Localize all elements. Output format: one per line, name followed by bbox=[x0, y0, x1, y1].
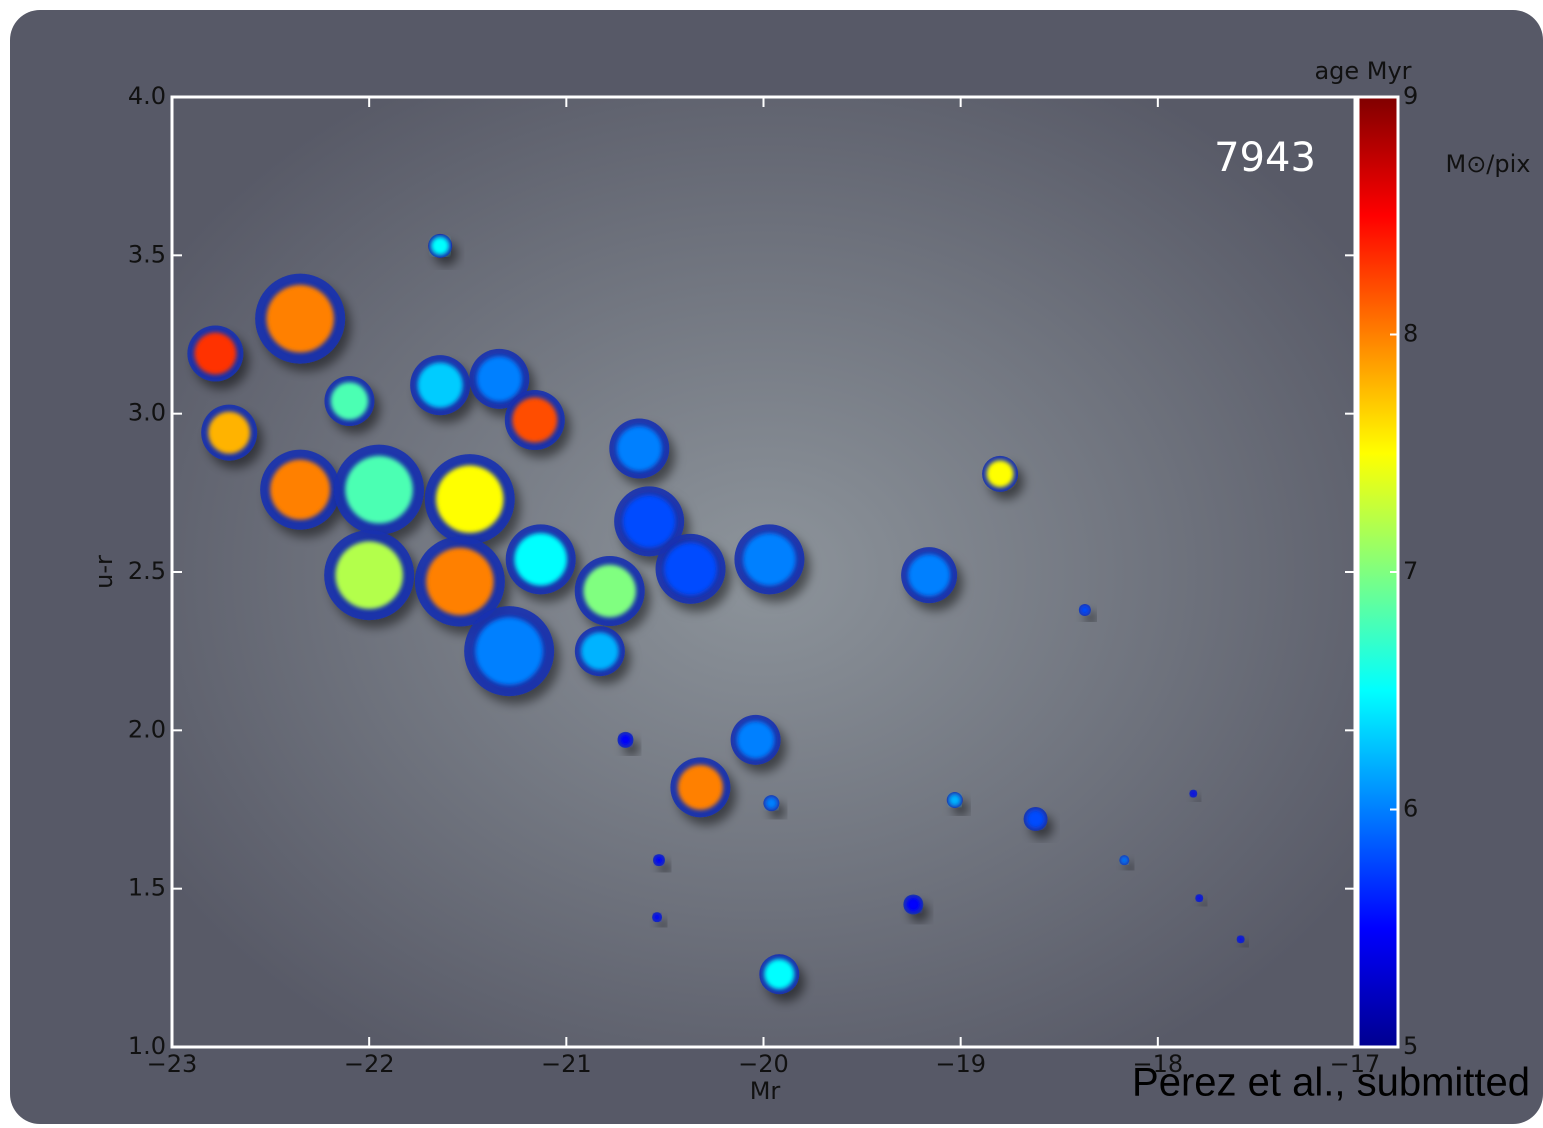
blob bbox=[1027, 810, 1045, 828]
x-axis-label: Mr bbox=[750, 1077, 781, 1105]
blob bbox=[623, 495, 676, 548]
blob bbox=[903, 895, 923, 915]
blob bbox=[514, 533, 567, 586]
blob bbox=[425, 454, 515, 544]
blob bbox=[731, 715, 781, 765]
blob bbox=[901, 547, 957, 603]
colorbar-tick-label: 6 bbox=[1403, 795, 1418, 823]
colorbar-unit: M⊙/pix bbox=[1445, 150, 1530, 178]
blob bbox=[670, 757, 730, 817]
blob bbox=[512, 398, 557, 443]
blob bbox=[664, 543, 717, 596]
x-tick-label: −20 bbox=[738, 1050, 789, 1078]
blob bbox=[581, 632, 619, 670]
colorbar-tick-label: 9 bbox=[1403, 82, 1418, 110]
blob bbox=[652, 912, 662, 922]
blob bbox=[987, 460, 1014, 487]
blob bbox=[345, 456, 413, 523]
blob bbox=[335, 541, 403, 609]
blob bbox=[617, 732, 633, 748]
blob bbox=[324, 376, 374, 426]
blob bbox=[1195, 894, 1203, 902]
y-tick-label: 3.5 bbox=[128, 240, 166, 268]
blob bbox=[208, 412, 250, 454]
x-tick-label: −21 bbox=[541, 1050, 592, 1078]
blob bbox=[436, 465, 504, 532]
y-tick-label: 2.5 bbox=[128, 557, 166, 585]
blob bbox=[653, 913, 661, 921]
blob bbox=[1080, 606, 1089, 615]
blob bbox=[906, 897, 921, 912]
blob bbox=[575, 626, 625, 676]
blob bbox=[331, 382, 369, 420]
blob bbox=[475, 617, 543, 685]
blob bbox=[743, 533, 796, 586]
blob bbox=[765, 797, 777, 809]
blob bbox=[737, 721, 775, 759]
blob bbox=[505, 390, 565, 450]
slide: 7943 age Myr M⊙/pix Mr u-r Perez et al.,… bbox=[0, 0, 1543, 1124]
y-tick-label: 1.5 bbox=[128, 874, 166, 902]
blob bbox=[619, 734, 631, 746]
blob bbox=[1121, 856, 1129, 864]
y-tick-label: 2.0 bbox=[128, 715, 166, 743]
blob bbox=[908, 554, 950, 596]
blob bbox=[617, 426, 662, 471]
colorbar-label: age Myr bbox=[1314, 57, 1411, 85]
blob bbox=[428, 234, 452, 258]
blob bbox=[324, 530, 414, 620]
blob bbox=[410, 355, 470, 415]
blob bbox=[949, 794, 961, 806]
blob bbox=[656, 534, 726, 604]
blob bbox=[255, 274, 345, 364]
y-tick-label: 1.0 bbox=[128, 1032, 166, 1060]
blob bbox=[763, 795, 779, 811]
blob bbox=[431, 237, 449, 255]
blob bbox=[1189, 790, 1197, 798]
blob bbox=[947, 792, 963, 808]
colorbar-tick-label: 5 bbox=[1403, 1032, 1418, 1060]
blob bbox=[655, 856, 664, 865]
blob bbox=[764, 959, 794, 989]
blob bbox=[1238, 936, 1244, 942]
blob bbox=[759, 954, 799, 994]
blob bbox=[506, 524, 576, 594]
blob bbox=[187, 326, 243, 382]
y-tick-label: 4.0 bbox=[128, 82, 166, 110]
blob bbox=[678, 765, 723, 810]
blob bbox=[477, 356, 522, 401]
blob bbox=[1024, 807, 1048, 831]
y-axis-label: u-r bbox=[90, 555, 118, 589]
blob bbox=[1237, 935, 1245, 943]
blob bbox=[575, 556, 645, 626]
blob bbox=[266, 285, 334, 353]
x-tick-label: −17 bbox=[1330, 1050, 1381, 1078]
x-tick-label: −22 bbox=[344, 1050, 395, 1078]
blob bbox=[1196, 895, 1202, 901]
blob bbox=[464, 606, 554, 696]
blob bbox=[260, 450, 340, 530]
blob bbox=[418, 363, 463, 408]
blob bbox=[653, 854, 665, 866]
blob bbox=[1190, 791, 1196, 797]
blob bbox=[201, 405, 257, 461]
y-tick-label: 3.0 bbox=[128, 399, 166, 427]
annotation: 7943 bbox=[1214, 135, 1316, 181]
colorbar-tick-label: 7 bbox=[1403, 557, 1418, 585]
blob bbox=[734, 524, 804, 594]
colorbar-tick-label: 8 bbox=[1403, 320, 1418, 348]
blob bbox=[194, 333, 236, 375]
x-tick-label: −18 bbox=[1133, 1050, 1184, 1078]
blob bbox=[426, 548, 494, 616]
blob bbox=[270, 460, 330, 520]
x-tick-label: −19 bbox=[935, 1050, 986, 1078]
blob bbox=[609, 419, 669, 479]
blob bbox=[982, 456, 1018, 492]
blob bbox=[583, 565, 636, 618]
blob bbox=[1079, 604, 1091, 616]
blob bbox=[334, 445, 424, 535]
blob bbox=[1119, 855, 1129, 865]
